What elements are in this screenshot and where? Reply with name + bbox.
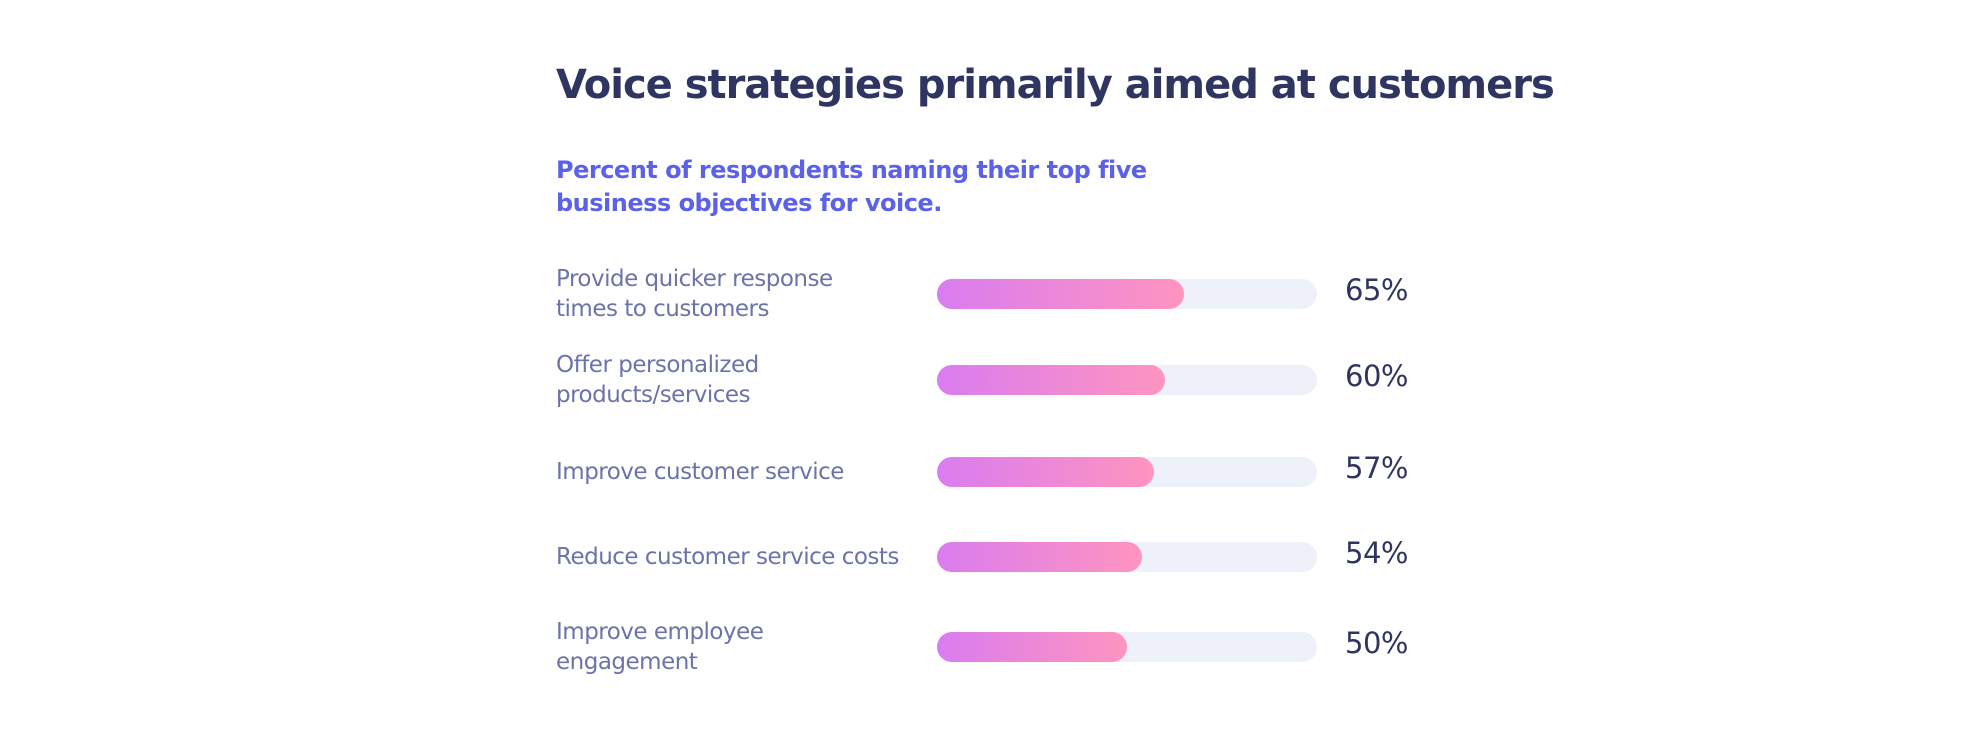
category-label: Improve employee engagement <box>556 619 764 675</box>
bar <box>937 542 1143 572</box>
bar <box>937 365 1165 395</box>
bar <box>937 632 1127 662</box>
bar <box>937 457 1154 487</box>
chart-subtitle: Percent of respondents naming their top … <box>556 156 1147 217</box>
category-label: Improve customer service <box>556 459 844 485</box>
category-label: Reduce customer service costs <box>556 544 899 570</box>
value-label: 54% <box>1345 536 1408 570</box>
category-label: Provide quicker response times to custom… <box>556 266 833 322</box>
value-label: 50% <box>1345 626 1408 660</box>
value-label: 57% <box>1345 451 1408 485</box>
value-label: 60% <box>1345 359 1408 393</box>
category-label: Offer personalized products/services <box>556 352 759 408</box>
bar <box>937 279 1184 309</box>
value-label: 65% <box>1345 273 1408 307</box>
chart-title: Voice strategies primarily aimed at cust… <box>556 62 1555 108</box>
